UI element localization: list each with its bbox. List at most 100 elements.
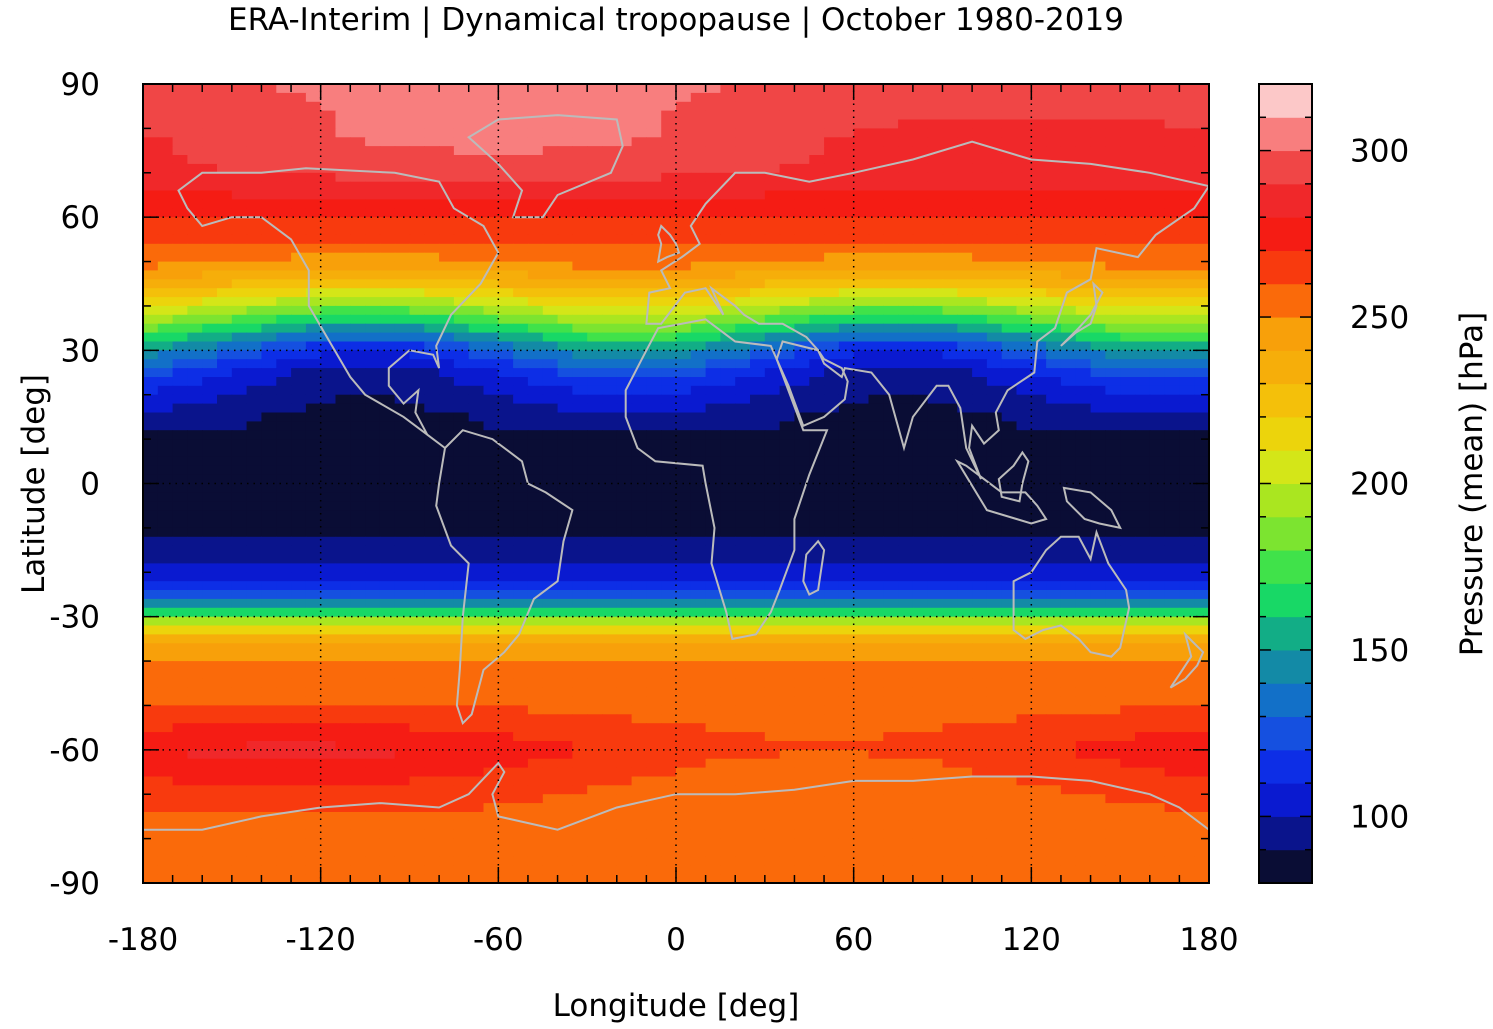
field-cell <box>1135 172 1151 183</box>
field-cell <box>439 84 455 94</box>
field-cell <box>1001 581 1018 591</box>
field-cell <box>379 341 396 351</box>
field-cell <box>246 430 262 440</box>
field-cell <box>172 421 188 431</box>
field-cell <box>394 661 411 671</box>
field-cell <box>1135 359 1151 369</box>
field-cell <box>246 323 262 334</box>
field-cell <box>187 252 203 263</box>
field-cell <box>838 252 855 263</box>
field-cell <box>735 483 751 493</box>
field-cell <box>912 519 929 529</box>
field-cell <box>927 172 944 183</box>
field-cell <box>291 430 307 440</box>
field-cell <box>1179 536 1195 547</box>
field-cell <box>157 625 174 635</box>
field-cell <box>143 678 159 689</box>
field-cell <box>794 456 810 467</box>
field-cell <box>1135 536 1151 547</box>
field-cell <box>350 456 366 467</box>
field-cell <box>379 430 396 440</box>
field-cell <box>394 270 411 280</box>
field-cell <box>1120 101 1136 112</box>
field-cell <box>379 625 396 635</box>
field-cell <box>291 252 307 263</box>
field-cell <box>365 359 381 369</box>
field-cell <box>616 643 633 653</box>
field-cell <box>838 119 855 129</box>
field-cell <box>883 110 899 121</box>
field-cell <box>838 661 855 671</box>
field-cell <box>942 84 958 94</box>
field-cell <box>276 226 292 236</box>
field-cell <box>764 146 781 156</box>
field-cell <box>661 101 677 112</box>
field-cell <box>1194 474 1209 485</box>
field-cell <box>572 226 588 236</box>
field-cell <box>1105 501 1121 511</box>
field-cell <box>1046 332 1062 343</box>
field-cell <box>690 563 707 573</box>
field-cell <box>527 146 544 156</box>
field-cell <box>424 199 440 209</box>
field-cell <box>187 652 203 662</box>
field-cell <box>661 226 677 236</box>
field-cell <box>705 341 721 351</box>
field-cell <box>1194 598 1209 609</box>
field-cell <box>616 341 633 351</box>
field-cell <box>1194 669 1209 680</box>
field-cell <box>794 172 810 183</box>
field-cell <box>187 128 203 138</box>
field-cell <box>735 261 751 272</box>
field-cell <box>143 634 159 644</box>
field-cell <box>172 314 188 325</box>
field-cell <box>824 661 840 671</box>
field-cell <box>1120 199 1136 209</box>
field-cell <box>838 563 855 573</box>
field-cell <box>439 146 455 156</box>
field-cell <box>1194 305 1209 316</box>
field-cell <box>1001 616 1018 627</box>
field-cell <box>365 110 381 121</box>
field-cell <box>676 252 692 263</box>
field-cell <box>305 270 322 280</box>
field-cell <box>172 252 188 263</box>
field-cell <box>1149 669 1166 680</box>
field-cell <box>513 607 529 618</box>
field-cell <box>320 101 337 112</box>
field-cell <box>631 279 647 289</box>
field-cell <box>483 687 499 698</box>
field-cell <box>809 119 825 129</box>
field-cell <box>527 385 544 396</box>
field-cell <box>1031 430 1047 440</box>
field-cell <box>912 394 929 405</box>
field-cell <box>587 403 603 414</box>
field-cell <box>587 510 603 520</box>
field-cell <box>1164 519 1180 529</box>
field-cell <box>246 678 262 689</box>
field-cell <box>527 430 544 440</box>
field-cell <box>217 226 233 236</box>
field-cell <box>838 474 855 485</box>
field-cell <box>542 501 559 511</box>
field-cell <box>542 385 559 396</box>
field-cell <box>261 288 277 298</box>
field-cell <box>676 430 692 440</box>
field-cell <box>350 146 366 156</box>
field-cell <box>157 403 174 414</box>
field-cell <box>246 634 262 644</box>
field-cell <box>409 403 425 414</box>
field-cell <box>513 261 529 272</box>
field-cell <box>157 394 174 405</box>
field-cell <box>1149 341 1166 351</box>
field-cell <box>335 394 351 405</box>
field-cell <box>661 163 677 174</box>
field-cell <box>868 412 884 422</box>
field-cell <box>1149 590 1166 600</box>
field-cell <box>513 456 529 467</box>
field-cell <box>424 252 440 263</box>
field-cell <box>1016 598 1032 609</box>
field-cell <box>1090 199 1106 209</box>
field-cell <box>498 474 514 485</box>
field-cell <box>809 492 825 502</box>
